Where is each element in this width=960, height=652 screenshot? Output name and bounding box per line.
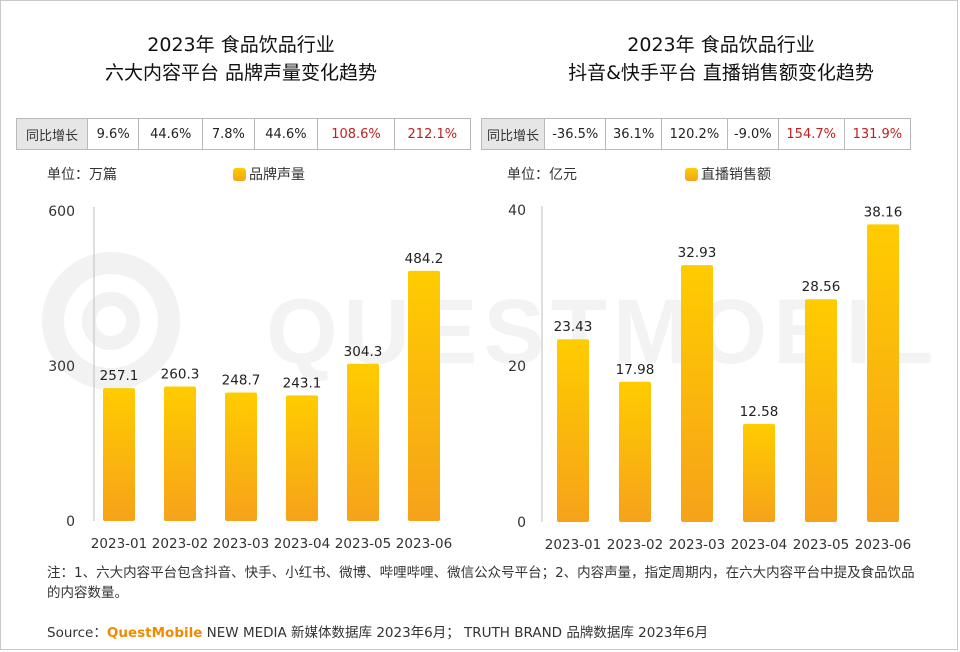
x-tick-label: 2023-04 <box>731 537 787 553</box>
right-yoy-cell: -36.5% <box>543 118 607 150</box>
data-label: 304.3 <box>344 344 383 360</box>
source-brand: QuestMobile <box>106 625 203 641</box>
data-label: 17.98 <box>616 362 655 378</box>
left-legend: 品牌声量 <box>233 164 305 184</box>
left-yoy-cell: 7.8% <box>202 118 255 150</box>
data-label: 260.3 <box>161 367 200 383</box>
data-label: 248.7 <box>222 373 261 389</box>
data-label: 38.16 <box>864 204 903 220</box>
bar <box>619 381 651 522</box>
y-tick-label: 600 <box>48 204 75 220</box>
x-tick-label: 2023-01 <box>91 536 147 552</box>
bar <box>805 299 837 522</box>
right-title-line2: 抖音&快手平台 直播销售额变化趋势 <box>568 62 874 84</box>
left-yoy-label: 同比增长 <box>16 118 88 150</box>
bar <box>681 265 713 522</box>
source-prefix: Source： <box>47 625 107 641</box>
right-panel: 2023年 食品饮品行业 抖音&快手平台 直播销售额变化趋势 同比增长 -36.… <box>481 1 960 561</box>
bar <box>743 423 775 522</box>
left-yoy-cell: 44.6% <box>253 118 319 150</box>
source-line: Source：QuestMobile NEW MEDIA 新媒体数据库 2023… <box>47 621 708 641</box>
bar <box>164 386 196 521</box>
right-yoy-cell: -9.0% <box>726 118 779 150</box>
left-yoy-table: 同比增长 9.6% 44.6% 7.8% 44.6% 108.6% 212.1% <box>16 118 472 150</box>
right-yoy-cell: 154.7% <box>777 118 845 150</box>
right-legend: 直播销售额 <box>685 164 771 184</box>
x-tick-label: 2023-02 <box>607 537 663 553</box>
bar <box>557 339 589 522</box>
y-tick-label: 300 <box>48 359 75 375</box>
x-tick-label: 2023-03 <box>669 537 725 553</box>
right-yoy-cell: 120.2% <box>660 118 728 150</box>
bar <box>867 224 899 523</box>
y-tick-label: 20 <box>508 359 526 375</box>
x-tick-label: 2023-05 <box>793 537 849 553</box>
data-label: 484.2 <box>405 251 444 267</box>
right-unit-label: 单位：亿元 <box>507 167 577 183</box>
left-yoy-cell: 108.6% <box>317 118 395 150</box>
data-label: 257.1 <box>100 368 139 384</box>
source-rest: NEW MEDIA 新媒体数据库 2023年6月； TRUTH BRAND 品牌… <box>202 625 709 641</box>
left-yoy-cell: 9.6% <box>86 118 140 150</box>
data-label: 243.1 <box>283 375 322 391</box>
x-tick-label: 2023-04 <box>274 536 330 552</box>
left-title-line2: 六大内容平台 品牌声量变化趋势 <box>104 62 378 84</box>
brand-volume-bar-chart: 0 300 600 257.1 2023-01 260.3 2023-02 248.7 2023… <box>48 204 452 552</box>
y-tick-label: 0 <box>66 514 75 530</box>
bar <box>408 270 440 521</box>
footnote: 注：1、六大内容平台包含抖音、快手、小红书、微博、哔哩哔哩、微信公众号平台；2、… <box>47 565 915 601</box>
data-label: 12.58 <box>740 404 779 420</box>
legend-swatch <box>685 167 698 181</box>
legend-swatch <box>233 167 246 181</box>
bar <box>286 395 318 521</box>
data-label: 23.43 <box>554 319 593 335</box>
x-tick-label: 2023-05 <box>335 536 391 552</box>
bar <box>225 392 257 521</box>
y-tick-label: 0 <box>517 515 526 531</box>
live-sales-bar-chart: 0 20 40 23.43 2023-01 17.98 2023-02 32.93 2023-0… <box>508 203 911 553</box>
right-yoy-cell: 131.9% <box>843 118 912 150</box>
left-panel: 2023年 食品饮品行业 六大内容平台 品牌声量变化趋势 同比增长 9.6% 4… <box>1 1 481 561</box>
left-title-line1: 2023年 食品饮品行业 <box>147 34 335 56</box>
x-tick-label: 2023-06 <box>396 536 452 552</box>
data-label: 28.56 <box>802 279 841 295</box>
right-title-line1: 2023年 食品饮品行业 <box>627 34 815 56</box>
x-tick-label: 2023-06 <box>855 537 911 553</box>
bar <box>103 388 135 521</box>
data-label: 32.93 <box>678 245 717 261</box>
y-tick-label: 40 <box>508 203 526 219</box>
right-yoy-table: 同比增长 -36.5% 36.1% 120.2% -9.0% 154.7% 13… <box>481 118 912 150</box>
left-yoy-cell: 212.1% <box>393 118 472 150</box>
x-tick-label: 2023-03 <box>213 536 269 552</box>
right-yoy-label: 同比增长 <box>481 118 545 150</box>
left-legend-label: 品牌声量 <box>249 167 305 183</box>
left-yoy-cell: 44.6% <box>138 118 204 150</box>
right-yoy-cell: 36.1% <box>605 118 662 150</box>
x-tick-label: 2023-01 <box>545 537 601 553</box>
left-unit-label: 单位：万篇 <box>47 167 117 183</box>
bar <box>347 363 379 521</box>
x-tick-label: 2023-02 <box>152 536 208 552</box>
right-legend-label: 直播销售额 <box>701 167 771 183</box>
